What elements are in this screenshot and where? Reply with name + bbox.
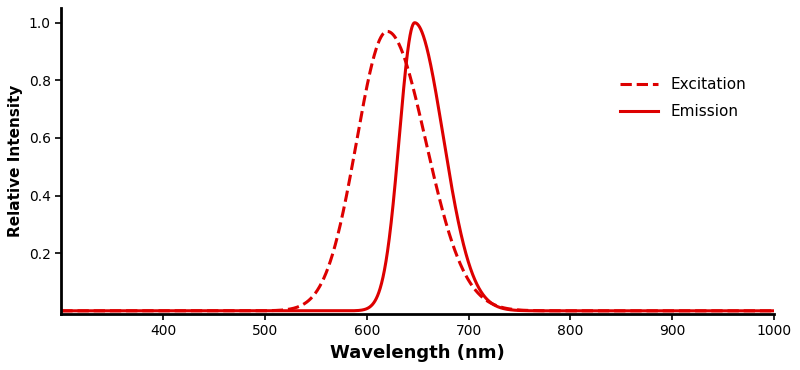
Emission [770, 309, 779, 313]
Excitation [382, 29, 392, 34]
Excitation [642, 309, 652, 313]
Line: Emission: Emission [62, 23, 774, 311]
Excitation [329, 248, 338, 253]
Excitation [186, 309, 195, 313]
Legend: Excitation, Emission: Excitation, Emission [614, 71, 752, 125]
Emission [589, 309, 598, 313]
Excitation [589, 309, 598, 313]
Excitation [770, 309, 779, 313]
Line: Excitation: Excitation [62, 31, 774, 311]
Emission [186, 309, 195, 313]
Emission [520, 309, 530, 313]
X-axis label: Wavelength (nm): Wavelength (nm) [330, 344, 505, 361]
Y-axis label: Relative Intensity: Relative Intensity [8, 85, 23, 237]
Emission [410, 20, 419, 25]
Excitation [520, 308, 530, 313]
Excitation [484, 300, 494, 304]
Excitation [57, 309, 66, 313]
Emission [484, 299, 494, 303]
Emission [642, 309, 652, 313]
Emission [57, 309, 66, 313]
Emission [329, 309, 338, 313]
